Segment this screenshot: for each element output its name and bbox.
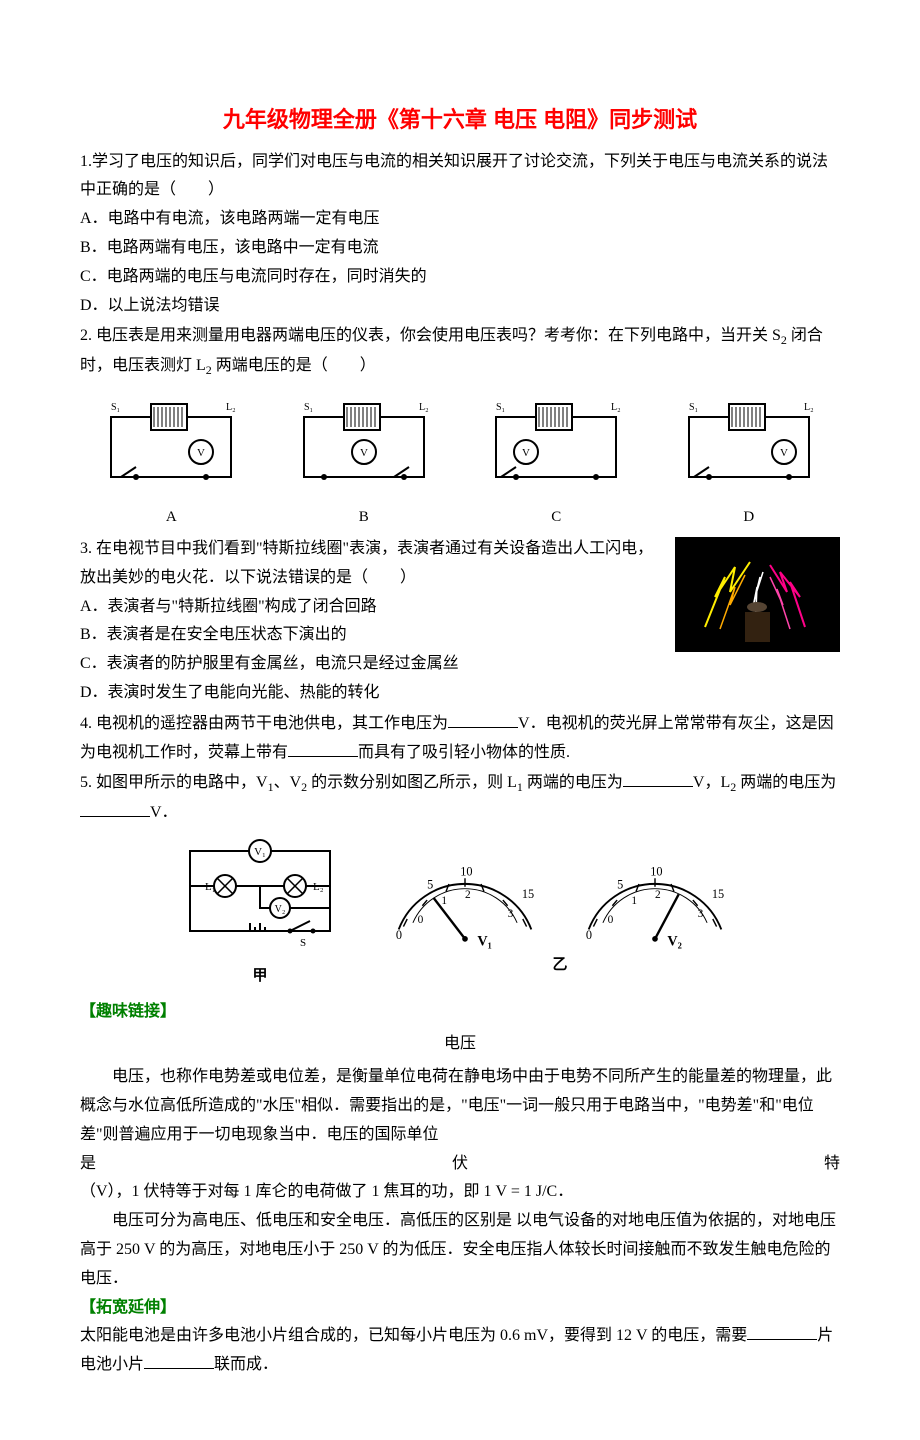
svg-text:V₁: V₁ bbox=[254, 846, 266, 858]
article-p2: 电压可分为高电压、低电压和安全电压．高低压的区别是 以电气设备的对地电压值为依据… bbox=[80, 1207, 840, 1293]
article-title: 电压 bbox=[80, 1030, 840, 1059]
q5-fig1-label: 甲 bbox=[175, 963, 345, 990]
circuit-b-svg: V S₁ L₂ bbox=[284, 392, 444, 502]
q2-label-d: D bbox=[658, 504, 841, 531]
tesla-coil-image bbox=[675, 537, 840, 652]
svg-text:0: 0 bbox=[608, 914, 614, 926]
q2-circuit-c: V S₁ L₂ C bbox=[465, 392, 648, 531]
q5-blank-1 bbox=[623, 771, 693, 787]
q2-label-c: C bbox=[465, 504, 648, 531]
circuit-d-svg: V S₁ L₂ bbox=[669, 392, 829, 502]
question-1: 1.学习了电压的知识后，同学们对电压与电流的相关知识展开了讨论交流，下列关于电压… bbox=[80, 148, 840, 321]
q2-circuit-d: V S₁ L₂ D bbox=[658, 392, 841, 531]
q5-schematic-wrap: V₁ L₁ L₂ V₂ S 甲 bbox=[175, 836, 345, 990]
q2-circuit-a: V S₁ L₂ A bbox=[80, 392, 263, 531]
svg-text:0: 0 bbox=[396, 928, 402, 942]
q1-option-b: B．电路两端有电压，该电路中一定有电流 bbox=[80, 234, 840, 263]
q5-fig2-label: 乙 bbox=[375, 952, 745, 979]
svg-text:L₂: L₂ bbox=[804, 402, 814, 413]
voltmeter-v2: 0 5 10 15 0 1 2 3 V₂ bbox=[565, 846, 745, 956]
q2-circuit-b: V S₁ L₂ B bbox=[273, 392, 456, 531]
svg-text:V: V bbox=[197, 447, 205, 459]
q2-label-b: B bbox=[273, 504, 456, 531]
question-4: 4. 电视机的遥控器由两节干电池供电，其工作电压为V．电视机的荧光屏上常常带有灰… bbox=[80, 710, 840, 768]
svg-text:5: 5 bbox=[617, 878, 623, 892]
svg-text:0: 0 bbox=[418, 914, 424, 926]
q5-figure-row: V₁ L₁ L₂ V₂ S 甲 bbox=[80, 836, 840, 990]
svg-text:V₂: V₂ bbox=[275, 904, 286, 915]
ext-blank-1 bbox=[747, 1324, 817, 1340]
extend-question: 太阳能电池是由许多电池小片组合成的，已知每小片电压为 0.6 mV，要得到 12… bbox=[80, 1322, 840, 1380]
q5-blank-2 bbox=[80, 801, 150, 817]
svg-text:S₁: S₁ bbox=[496, 402, 505, 413]
svg-text:2: 2 bbox=[655, 889, 661, 901]
svg-text:V: V bbox=[360, 447, 368, 459]
q5-meters-wrap: 0 5 10 15 0 1 2 3 V₁ 0 5 10 bbox=[375, 846, 745, 979]
svg-text:3: 3 bbox=[698, 908, 704, 920]
question-2: 2. 电压表是用来测量用电器两端电压的仪表，你会使用电压表吗？考考你：在下列电路… bbox=[80, 322, 840, 531]
question-3: 3. 在电视节目中我们看到"特斯拉线圈"表演，表演者通过有关设备造出人工闪电，放… bbox=[80, 535, 840, 708]
article-p1: 电压，也称作电势差或电位差，是衡量单位电荷在静电场中由于电势不同所产生的能量差的… bbox=[80, 1063, 840, 1149]
q1-option-a: A．电路中有电流，该电路两端一定有电压 bbox=[80, 205, 840, 234]
q1-option-d: D．以上说法均错误 bbox=[80, 292, 840, 321]
svg-text:5: 5 bbox=[427, 878, 433, 892]
q4-blank-2 bbox=[288, 741, 358, 757]
svg-text:S: S bbox=[300, 937, 306, 949]
svg-text:L₂: L₂ bbox=[611, 402, 621, 413]
svg-text:2: 2 bbox=[465, 889, 471, 901]
svg-text:15: 15 bbox=[522, 887, 534, 901]
article-p1-justify: 是 伏 特 bbox=[80, 1150, 840, 1179]
q5-schematic: V₁ L₁ L₂ V₂ S bbox=[175, 836, 345, 956]
q4-blank-1 bbox=[448, 712, 518, 728]
extend-head: 【拓宽延伸】 bbox=[80, 1294, 840, 1323]
svg-text:1: 1 bbox=[441, 895, 447, 907]
svg-text:V₂: V₂ bbox=[667, 934, 682, 950]
fun-link-head: 【趣味链接】 bbox=[80, 998, 840, 1027]
q2-label-a: A bbox=[80, 504, 263, 531]
q3-option-c: C．表演者的防护服里有金属丝，电流只是经过金属丝 bbox=[80, 650, 840, 679]
q2-circuit-row: V S₁ L₂ A V S₁ L₂ B bbox=[80, 392, 840, 531]
q1-option-c: C．电路两端的电压与电流同时存在，同时消失的 bbox=[80, 263, 840, 292]
svg-text:V₁: V₁ bbox=[477, 934, 492, 950]
q1-stem: 1.学习了电压的知识后，同学们对电压与电流的相关知识展开了讨论交流，下列关于电压… bbox=[80, 148, 840, 206]
circuit-c-svg: V S₁ L₂ bbox=[476, 392, 636, 502]
svg-text:S₁: S₁ bbox=[111, 402, 120, 413]
svg-text:L₂: L₂ bbox=[226, 402, 236, 413]
svg-text:S₁: S₁ bbox=[689, 402, 698, 413]
svg-text:L₂: L₂ bbox=[419, 402, 429, 413]
svg-text:0: 0 bbox=[586, 928, 592, 942]
svg-text:V: V bbox=[522, 447, 530, 459]
circuit-a-svg: V S₁ L₂ bbox=[91, 392, 251, 502]
svg-text:10: 10 bbox=[650, 865, 662, 879]
article-p1-line2: （V），1 伏特等于对每 1 库仑的电荷做了 1 焦耳的功，即 1 V = 1 … bbox=[80, 1178, 840, 1207]
svg-text:1: 1 bbox=[631, 895, 637, 907]
svg-text:V: V bbox=[780, 447, 788, 459]
svg-text:3: 3 bbox=[508, 908, 514, 920]
q2-stem: 2. 电压表是用来测量用电器两端电压的仪表，你会使用电压表吗？考考你：在下列电路… bbox=[80, 322, 840, 382]
svg-text:S₁: S₁ bbox=[304, 402, 313, 413]
svg-text:10: 10 bbox=[460, 865, 472, 879]
voltmeter-v1: 0 5 10 15 0 1 2 3 V₁ bbox=[375, 846, 555, 956]
ext-blank-2 bbox=[144, 1353, 214, 1369]
svg-text:15: 15 bbox=[712, 887, 724, 901]
q3-option-d: D．表演时发生了电能向光能、热能的转化 bbox=[80, 679, 840, 708]
question-5: 5. 如图甲所示的电路中，V1、V2 的示数分别如图乙所示，则 L1 两端的电压… bbox=[80, 769, 840, 828]
page-title: 九年级物理全册《第十六章 电压 电阻》同步测试 bbox=[80, 100, 840, 140]
